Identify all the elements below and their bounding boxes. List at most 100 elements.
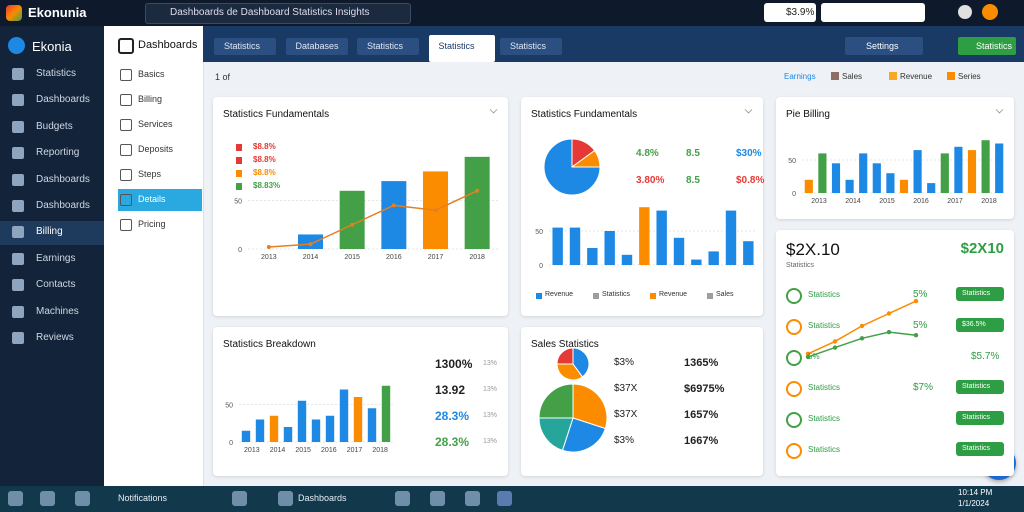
settings-button[interactable] <box>845 37 923 55</box>
subnav-item[interactable]: Details <box>138 194 166 204</box>
legend-swatch <box>236 157 242 164</box>
tab[interactable] <box>500 38 562 55</box>
tab[interactable] <box>214 38 276 55</box>
taskbar-icon[interactable] <box>497 491 512 506</box>
app-title: Ekonunia <box>28 5 87 20</box>
user-icon[interactable] <box>958 5 972 19</box>
subnav-item[interactable]: Services <box>138 119 173 129</box>
nav-item[interactable]: Dashboards <box>36 200 90 211</box>
price-box[interactable] <box>764 3 816 22</box>
settings-label: Settings <box>866 41 899 51</box>
legend-label: $8.8% <box>253 142 276 151</box>
bar <box>804 179 813 193</box>
bar <box>913 150 922 193</box>
x-tick-label: 2016 <box>321 447 337 454</box>
line-point <box>886 329 892 335</box>
taskbar-date: 1/1/2024 <box>958 499 990 508</box>
subnav-item[interactable]: Basics <box>138 69 165 79</box>
nav-icon <box>12 200 24 212</box>
row-value: $6975% <box>684 383 725 395</box>
taskbar-icon[interactable] <box>232 491 247 506</box>
x-tick-label: 2015 <box>344 254 360 261</box>
nav-icon <box>12 226 24 239</box>
row-value: 1657% <box>684 409 719 421</box>
bar <box>886 173 895 193</box>
legend-label: Revenue <box>545 291 574 298</box>
nav-item[interactable]: Contacts <box>36 279 76 291</box>
search-box[interactable] <box>145 3 411 24</box>
line-point <box>913 333 919 338</box>
card: Statistics Fundamentals 4.8% 8.5 $30% 3.80% 8… <box>521 97 764 316</box>
row-tag: 13% <box>483 360 498 367</box>
y-tick-label: 0 <box>539 263 543 270</box>
y-tick-label: 50 <box>535 229 543 236</box>
pie-slice <box>556 347 574 365</box>
bar <box>311 419 321 442</box>
action-button[interactable] <box>958 37 1016 55</box>
nav-item[interactable]: Budgets <box>36 120 73 132</box>
row-label: Statistics <box>808 321 841 330</box>
legend-swatch <box>536 293 542 299</box>
bar <box>691 259 702 265</box>
app-icon <box>6 5 22 21</box>
card-title: Statistics Breakdown <box>223 339 316 350</box>
taskbar-icon[interactable] <box>395 491 410 506</box>
taskbar-icon[interactable] <box>430 491 445 506</box>
bar <box>569 227 581 265</box>
nav-item[interactable]: Machines <box>36 305 79 317</box>
taskbar-time: 10:14 PM <box>958 488 993 497</box>
line-point <box>266 245 271 250</box>
taskbar-icon[interactable] <box>75 491 90 506</box>
top-search[interactable] <box>821 3 925 22</box>
subnav-icon <box>120 144 132 156</box>
taskbar-icon[interactable] <box>465 491 480 506</box>
taskbar-icon[interactable] <box>8 491 23 506</box>
taskbar-icon[interactable] <box>278 491 293 506</box>
legend-label: Statistics <box>602 291 631 298</box>
tab[interactable] <box>285 38 348 55</box>
nav-item[interactable]: Reviews <box>36 332 74 343</box>
bar <box>381 385 391 442</box>
subnav-icon <box>120 169 132 181</box>
card4-value: $2X10 <box>960 240 1004 257</box>
legend-swatch <box>889 72 897 80</box>
nav-icon <box>12 252 24 265</box>
stat-value: $30% <box>736 148 762 159</box>
nav-item[interactable]: Dashboards <box>36 94 90 106</box>
nav-item[interactable]: Dashboards <box>36 173 90 185</box>
row-label: Statistics <box>808 414 841 423</box>
subnav-item[interactable]: Steps <box>138 169 162 179</box>
row-tag: 13% <box>483 438 498 445</box>
taskbar-icon[interactable] <box>40 491 55 506</box>
x-tick-label: 2015 <box>295 447 311 454</box>
subnav-item[interactable]: Billing <box>138 94 163 104</box>
bar <box>621 254 633 265</box>
row-pill[interactable] <box>956 411 1004 425</box>
toolbar-page: 1 of <box>215 72 231 82</box>
row-label: $3% <box>614 357 635 368</box>
x-tick-label: 2018 <box>981 198 997 205</box>
nav-item[interactable]: Reporting <box>36 147 80 159</box>
subnav-item[interactable]: Deposits <box>138 144 174 154</box>
bar <box>656 210 667 265</box>
taskbar-app: Dashboards <box>298 493 347 503</box>
nav-item[interactable]: Statistics <box>36 68 77 79</box>
row-pill[interactable] <box>956 442 1004 456</box>
legend-swatch <box>707 293 713 299</box>
subnav-item[interactable]: Pricing <box>138 219 166 229</box>
tab[interactable] <box>357 38 419 55</box>
x-tick-label: 2014 <box>845 198 861 205</box>
row-pill[interactable] <box>956 287 1004 301</box>
nav-item[interactable]: Billing <box>36 226 63 238</box>
pie-slice <box>561 417 606 453</box>
nav-item[interactable]: Earnings <box>36 252 76 264</box>
line-point <box>805 351 811 356</box>
pie-slice <box>538 383 574 419</box>
row-value: 5% <box>913 320 928 331</box>
row-pill[interactable] <box>956 380 1004 394</box>
x-tick-label: 2017 <box>428 254 444 261</box>
row-pill[interactable] <box>956 318 1004 332</box>
avatar[interactable] <box>982 4 998 20</box>
tab[interactable] <box>428 35 495 62</box>
tab-label: Statistics <box>510 41 547 51</box>
